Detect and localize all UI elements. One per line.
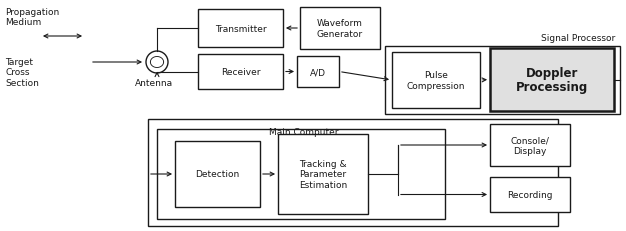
Text: Recording: Recording bbox=[507, 190, 553, 199]
Text: Waveform
Generator: Waveform Generator bbox=[317, 19, 363, 39]
Text: Target
Cross
Section: Target Cross Section bbox=[5, 58, 39, 87]
Bar bbox=[297, 57, 339, 88]
Text: Console/
Display: Console/ Display bbox=[511, 136, 550, 155]
Bar bbox=[490, 177, 570, 212]
Bar bbox=[392, 53, 480, 109]
Text: Doppler
Processing: Doppler Processing bbox=[516, 66, 588, 94]
Text: Antenna: Antenna bbox=[135, 79, 173, 88]
Text: Detection: Detection bbox=[195, 170, 240, 179]
Bar bbox=[175, 141, 260, 207]
Bar bbox=[278, 134, 368, 214]
Text: A/D: A/D bbox=[310, 68, 326, 77]
Text: Main Computer: Main Computer bbox=[269, 128, 339, 137]
Bar bbox=[198, 10, 283, 48]
Text: Signal Processor: Signal Processor bbox=[541, 34, 615, 43]
Text: Receiver: Receiver bbox=[221, 68, 260, 77]
Text: Transmitter: Transmitter bbox=[215, 24, 266, 33]
Text: Pulse
Compression: Pulse Compression bbox=[407, 71, 465, 90]
Bar bbox=[490, 49, 614, 112]
Text: Propagation
Medium: Propagation Medium bbox=[5, 8, 59, 27]
Bar bbox=[198, 55, 283, 90]
Bar bbox=[157, 129, 445, 219]
Bar bbox=[148, 119, 558, 226]
Bar bbox=[300, 8, 380, 50]
Bar bbox=[490, 125, 570, 166]
Text: Tracking &
Parameter
Estimation: Tracking & Parameter Estimation bbox=[299, 159, 347, 189]
Bar bbox=[385, 47, 620, 115]
